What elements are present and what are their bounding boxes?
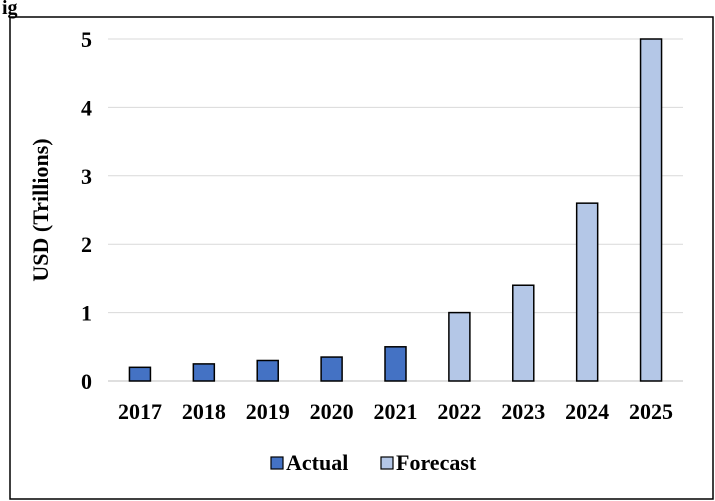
- x-tick-label: 2018: [182, 399, 226, 424]
- x-tick-label: 2023: [501, 399, 545, 424]
- bar-2020: [320, 356, 343, 382]
- bars: [128, 38, 663, 382]
- bar-2022: [448, 311, 471, 382]
- x-tick-label: 2021: [374, 399, 418, 424]
- x-tick-label: 2025: [629, 399, 673, 424]
- x-tick-label: 2024: [565, 399, 609, 424]
- x-tick-label: 2017: [118, 399, 162, 424]
- legend-label-forecast: Forecast: [396, 450, 477, 475]
- chart-border: [9, 16, 714, 500]
- bar-2019: [256, 359, 279, 382]
- bar-2024: [575, 202, 599, 382]
- y-tick-label: 0: [81, 369, 92, 394]
- legend-swatch-forecast: [380, 456, 394, 470]
- legend: Actual Forecast: [270, 450, 477, 475]
- legend-label-actual: Actual: [286, 450, 348, 475]
- bar-2021: [384, 346, 407, 382]
- bar-2018: [192, 363, 216, 382]
- bar-2025: [639, 38, 663, 382]
- y-axis-ticks: 0 1 2 3 4 5: [81, 27, 92, 394]
- y-tick-label: 4: [81, 95, 92, 120]
- y-tick-label: 2: [81, 232, 92, 257]
- chart-title-fragment: ig: [2, 0, 18, 19]
- bar-2023: [512, 284, 535, 382]
- y-axis-title: USD (Trillions): [28, 138, 53, 281]
- y-tick-label: 1: [81, 301, 92, 326]
- y-tick-label: 5: [81, 27, 92, 52]
- x-tick-label: 2022: [437, 399, 481, 424]
- x-tick-label: 2020: [310, 399, 354, 424]
- x-tick-label: 2019: [246, 399, 290, 424]
- legend-swatch-actual: [270, 456, 284, 470]
- bar-2017: [128, 366, 152, 382]
- x-axis-ticks: 2017 2018 2019 2020 2021 2022 2023 2024 2025: [118, 399, 673, 424]
- y-tick-label: 3: [81, 164, 92, 189]
